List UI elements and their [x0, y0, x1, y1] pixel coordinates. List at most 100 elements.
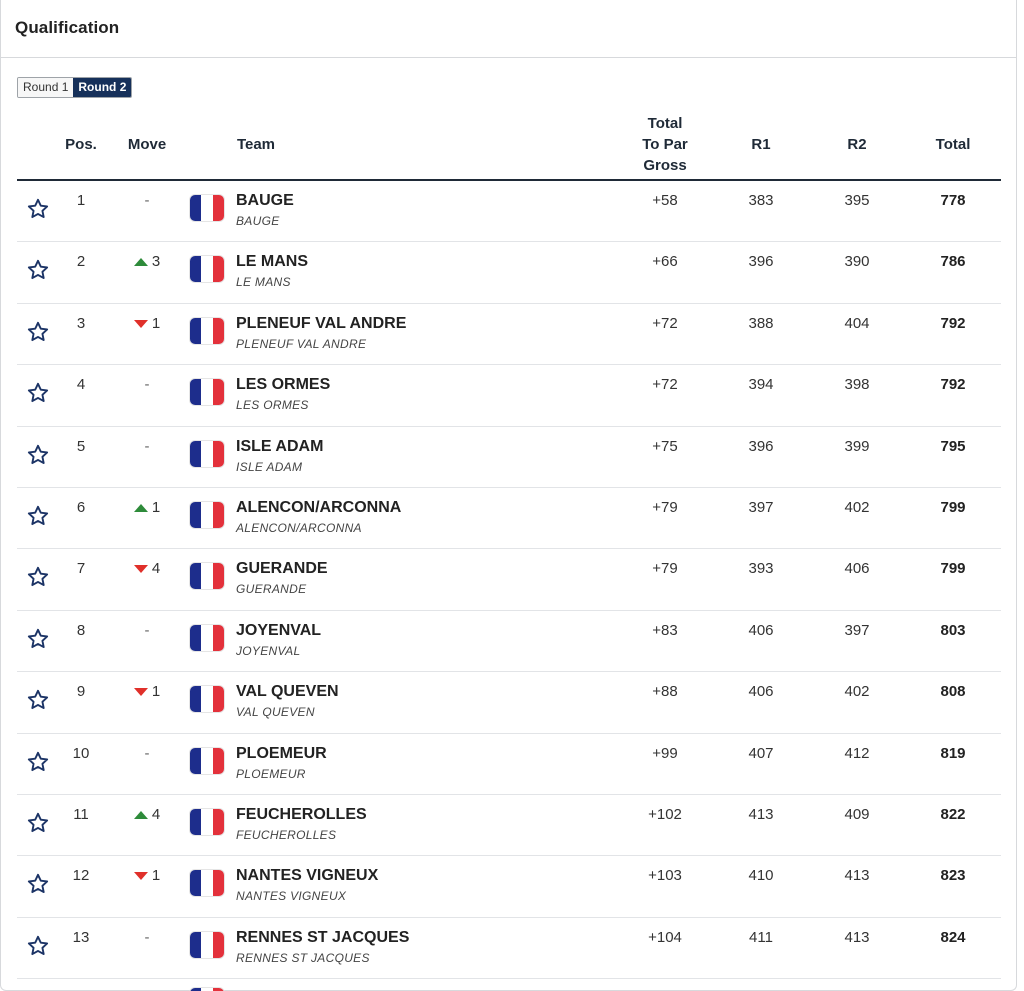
move-value: 4 [151, 805, 161, 823]
table-row-partial [17, 979, 1001, 991]
row-move: 3 [121, 253, 173, 271]
france-flag-icon [190, 808, 224, 835]
row-topar: +83 [652, 621, 678, 639]
move-value: - [144, 376, 150, 394]
table-row[interactable]: 6 1 ALENCON/ARCONNA ALENCON/ARCONNA +79 … [17, 488, 1001, 550]
header-pos: Pos. [65, 136, 97, 153]
star-outline-icon[interactable] [26, 627, 50, 651]
row-total: 786 [940, 253, 966, 271]
team-name[interactable]: ISLE ADAM [236, 437, 324, 455]
row-r2: 399 [844, 437, 870, 455]
row-move: - [121, 745, 173, 763]
france-flag-icon [190, 747, 224, 774]
table-row[interactable]: 9 1 VAL QUEVEN VAL QUEVEN +88 406 402 80… [17, 672, 1001, 734]
star-outline-icon[interactable] [26, 258, 50, 282]
team-name[interactable]: BAUGE [236, 192, 294, 209]
row-topar: +72 [652, 314, 678, 332]
row-total: 808 [940, 683, 966, 701]
row-team[interactable]: BAUGE BAUGE [236, 191, 294, 229]
france-flag-icon [190, 686, 224, 713]
star-outline-icon[interactable] [26, 872, 50, 896]
star-outline-icon[interactable] [26, 565, 50, 589]
team-name[interactable]: ALENCON/ARCONNA [236, 498, 402, 516]
star-outline-icon[interactable] [26, 443, 50, 467]
row-topar: +88 [652, 683, 678, 701]
team-name[interactable]: FEUCHEROLLES [236, 805, 367, 823]
row-team[interactable]: FEUCHEROLLES FEUCHEROLLES [236, 805, 367, 843]
table-row[interactable]: 7 4 GUERANDE GUERANDE +79 393 406 799 [17, 549, 1001, 611]
tab-round-2[interactable]: Round 2 [73, 78, 132, 97]
row-position: 7 [76, 560, 86, 578]
triangle-down-icon [133, 872, 148, 881]
row-r1: 393 [748, 560, 774, 578]
row-topar: +66 [652, 253, 678, 271]
row-team[interactable]: VAL QUEVEN VAL QUEVEN [236, 682, 339, 720]
row-team[interactable]: LE MANS LE MANS [236, 252, 308, 290]
team-name[interactable]: VAL QUEVEN [236, 683, 339, 701]
table-row[interactable]: 8 - JOYENVAL JOYENVAL +83 406 397 803 [17, 611, 1001, 673]
row-team[interactable]: GUERANDE GUERANDE [236, 559, 328, 597]
row-total: 803 [940, 621, 966, 639]
team-club: GUERANDE [236, 582, 307, 597]
row-team[interactable]: ALENCON/ARCONNA ALENCON/ARCONNA [236, 498, 401, 536]
team-name[interactable]: PLENEUF VAL ANDRE [236, 314, 407, 332]
row-total: 799 [940, 560, 966, 578]
move-value: - [144, 744, 150, 762]
star-outline-icon[interactable] [26, 381, 50, 405]
move-value: - [144, 437, 150, 455]
row-r1: 396 [748, 437, 774, 455]
row-topar: +79 [652, 560, 678, 578]
star-outline-icon[interactable] [26, 750, 50, 774]
row-position: 8 [76, 621, 86, 639]
table-row[interactable]: 11 4 FEUCHEROLLES FEUCHEROLLES +102 413 … [17, 795, 1001, 857]
tab-round-1[interactable]: Round 1 [18, 78, 74, 97]
star-outline-icon[interactable] [26, 688, 50, 712]
table-row[interactable]: 13 - RENNES ST JACQUES RENNES ST JACQUES… [17, 918, 1001, 980]
row-r1: 413 [748, 805, 774, 823]
row-team[interactable]: PLENEUF VAL ANDRE PLENEUF VAL ANDRE [236, 314, 406, 352]
row-team[interactable]: ISLE ADAM ISLE ADAM [236, 437, 323, 475]
star-outline-icon[interactable] [26, 934, 50, 958]
star-outline-icon[interactable] [26, 320, 50, 344]
row-r1: 388 [748, 314, 774, 332]
row-r1: 411 [749, 928, 773, 946]
team-name[interactable]: NANTES VIGNEUX [236, 867, 379, 885]
table-row[interactable]: 12 1 NANTES VIGNEUX NANTES VIGNEUX +103 … [17, 856, 1001, 918]
header-move: Move [127, 136, 167, 153]
move-value: 1 [151, 314, 161, 332]
star-outline-icon[interactable] [26, 504, 50, 528]
table-row[interactable]: 10 - PLOEMEUR PLOEMEUR +99 407 412 819 [17, 734, 1001, 795]
team-name[interactable]: JOYENVAL [236, 621, 322, 639]
table-row[interactable]: 2 3 LE MANS LE MANS +66 396 390 786 [17, 242, 1001, 304]
row-team[interactable]: PLOEMEUR PLOEMEUR [236, 744, 327, 782]
row-r1: 410 [748, 867, 774, 885]
row-r2: 413 [844, 867, 870, 885]
row-move: 1 [121, 683, 173, 701]
row-team[interactable]: NANTES VIGNEUX NANTES VIGNEUX [236, 866, 378, 904]
triangle-down-icon [133, 319, 148, 328]
table-row[interactable]: 4 - LES ORMES LES ORMES +72 394 398 792 [17, 365, 1001, 427]
table-row[interactable]: 5 - ISLE ADAM ISLE ADAM +75 396 399 795 [17, 427, 1001, 488]
move-value: 3 [151, 253, 161, 271]
star-outline-icon[interactable] [26, 197, 50, 221]
row-total: 824 [940, 928, 966, 946]
star-outline-icon[interactable] [26, 811, 50, 835]
team-club: ALENCON/ARCONNA [236, 520, 362, 535]
table-row[interactable]: 1 - BAUGE BAUGE +58 383 395 778 [17, 181, 1001, 243]
row-team[interactable]: JOYENVAL JOYENVAL [236, 621, 321, 659]
team-name[interactable]: PLOEMEUR [236, 744, 327, 762]
row-r2: 402 [844, 683, 870, 701]
table-row[interactable]: 3 1 PLENEUF VAL ANDRE PLENEUF VAL ANDRE … [17, 304, 1001, 366]
row-team[interactable]: LES ORMES LES ORMES [236, 375, 330, 413]
team-name[interactable]: RENNES ST JACQUES [236, 928, 410, 946]
row-move: 1 [121, 867, 173, 885]
row-move: - [121, 438, 173, 456]
row-position: 6 [76, 498, 86, 516]
team-name[interactable]: LE MANS [236, 253, 308, 271]
team-name[interactable]: LES ORMES [236, 376, 331, 394]
header-topar-line1: Total [647, 115, 683, 132]
row-team[interactable]: RENNES ST JACQUES RENNES ST JACQUES [236, 928, 409, 966]
row-move: 4 [121, 806, 173, 824]
team-name[interactable]: GUERANDE [236, 560, 328, 578]
france-flag-icon [190, 870, 224, 897]
